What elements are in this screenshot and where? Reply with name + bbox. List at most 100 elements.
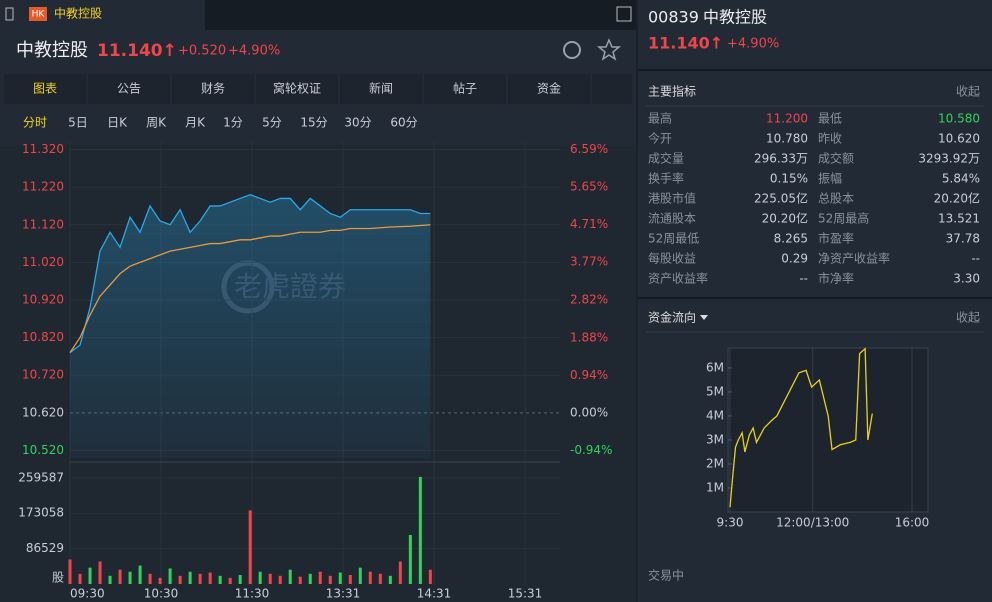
tab-button[interactable] xyxy=(424,74,506,104)
stat-label: 资产收益率 xyxy=(648,271,708,286)
quote-pct: +4.90% xyxy=(727,37,779,52)
quote-price: 11.140↑ xyxy=(648,34,723,53)
stat-label: 换手率 xyxy=(648,171,684,186)
flow-x-tick-label: 16:00 xyxy=(895,516,930,530)
volume-tick-label: 259587 xyxy=(18,470,64,484)
y2-tick-label: 3.77% xyxy=(570,255,608,269)
price-line xyxy=(69,193,431,354)
y-tick-label: 10.620 xyxy=(22,405,64,419)
flow-y-tick-label: 1M xyxy=(706,480,724,494)
volume-bar xyxy=(148,573,152,584)
layout-icon[interactable] xyxy=(616,6,632,22)
badge-bg xyxy=(29,7,47,21)
period[interactable]: 30分 xyxy=(344,116,371,130)
flow-line xyxy=(729,347,873,508)
flow-y-tick-label: 4M xyxy=(706,408,724,422)
stock-name: 中教控股 xyxy=(16,40,88,61)
volume-bar xyxy=(368,571,372,584)
volume-bar xyxy=(288,569,292,584)
tab-label[interactable]: 公告 xyxy=(117,82,141,96)
change: +0.520 xyxy=(178,44,226,59)
stat-label: 市盈率 xyxy=(818,231,854,246)
volume-bar xyxy=(278,575,282,584)
stat-value: 20.20亿 xyxy=(934,191,980,206)
y2-tick-label: -0.94% xyxy=(570,443,612,457)
badge: HK xyxy=(32,10,46,20)
stat-label: 最低 xyxy=(818,112,842,126)
stat-label: 总股本 xyxy=(818,192,854,206)
period[interactable]: 日K xyxy=(107,116,128,130)
y2-tick-label: 2.82% xyxy=(570,293,608,307)
tab-button[interactable] xyxy=(4,74,86,104)
stat-value: -- xyxy=(799,272,808,286)
y-tick-label: 11.220 xyxy=(22,180,64,194)
volume-bar xyxy=(248,510,252,584)
period[interactable]: 5日 xyxy=(68,116,88,130)
y-tick-label: 10.720 xyxy=(22,368,64,382)
stat-label: 流通股本 xyxy=(648,212,696,226)
tab-label[interactable]: 新闻 xyxy=(369,81,393,96)
tab-button[interactable] xyxy=(88,74,170,104)
volume-bar xyxy=(228,577,232,584)
y2-tick-label: 0.94% xyxy=(570,368,608,382)
price-area xyxy=(70,194,431,458)
stat-value: 225.05亿 xyxy=(754,191,808,206)
volume-bar xyxy=(348,575,352,584)
flow-plot xyxy=(727,347,929,513)
stat-value: 0.29 xyxy=(781,252,808,266)
tab-label[interactable]: 窝轮权证 xyxy=(273,81,321,96)
volume-bar xyxy=(198,573,202,584)
stat-value: 10.580 xyxy=(938,112,980,126)
volume-tick-label: 86529 xyxy=(26,541,64,555)
flow-collapse[interactable]: 收起 xyxy=(956,311,980,325)
volume-bar xyxy=(168,568,172,584)
volume-bar xyxy=(328,575,332,584)
tab-button[interactable] xyxy=(508,74,590,104)
tab-button[interactable] xyxy=(340,74,422,104)
stat-value: 20.20亿 xyxy=(762,211,808,226)
tab-label[interactable]: 帖子 xyxy=(453,81,477,96)
star-icon[interactable] xyxy=(596,38,622,61)
quote-name: 中教控股 xyxy=(703,8,767,27)
period[interactable]: 15分 xyxy=(300,116,327,130)
flow-x-tick-label: 9:30 xyxy=(717,516,744,530)
tab-button[interactable] xyxy=(592,74,632,104)
volume-bar xyxy=(298,576,302,584)
tab-label[interactable]: 资金 xyxy=(537,81,561,96)
stat-label: 今开 xyxy=(648,131,672,146)
period[interactable]: 分时 xyxy=(23,116,47,130)
stat-value: 13.521 xyxy=(938,212,980,226)
volume-bar xyxy=(388,575,392,584)
stat-value: 10.780 xyxy=(766,132,808,146)
y2-tick-label: 0.00% xyxy=(570,405,608,419)
dropdown-icon[interactable] xyxy=(700,315,708,320)
tab-label[interactable]: 图表 xyxy=(33,82,57,96)
period[interactable]: 月K xyxy=(185,116,206,130)
volume-bar xyxy=(408,534,412,584)
period[interactable]: 周K xyxy=(146,116,167,130)
volume-tick-label: 173058 xyxy=(18,506,64,520)
stats-collapse[interactable]: 收起 xyxy=(956,85,980,99)
x-tick-label: 10:30 xyxy=(144,587,179,601)
tab-icon xyxy=(5,7,14,21)
tab-button[interactable] xyxy=(172,74,254,104)
period[interactable]: 5分 xyxy=(262,116,282,130)
refresh-icon[interactable] xyxy=(563,41,581,59)
tab-label[interactable]: 财务 xyxy=(201,81,225,96)
x-tick-label: 11:30 xyxy=(235,587,270,601)
flow-y-tick-label: 5M xyxy=(706,384,724,398)
flow-x-tick-label: 12:00/13:00 xyxy=(776,516,849,530)
stat-label: 成交量 xyxy=(648,151,684,166)
volume-bar xyxy=(268,573,272,584)
volume-bar xyxy=(98,561,102,584)
volume-bar xyxy=(308,573,312,584)
volume-bar xyxy=(318,571,322,584)
period[interactable]: 60分 xyxy=(390,116,417,130)
volume-bar xyxy=(88,567,92,584)
stat-value: 3293.92万 xyxy=(918,152,980,166)
y-tick-label: 11.320 xyxy=(22,142,64,156)
stats-title: 主要指标 xyxy=(648,84,696,99)
period[interactable]: 1分 xyxy=(223,116,243,130)
tab-button[interactable] xyxy=(256,74,338,104)
